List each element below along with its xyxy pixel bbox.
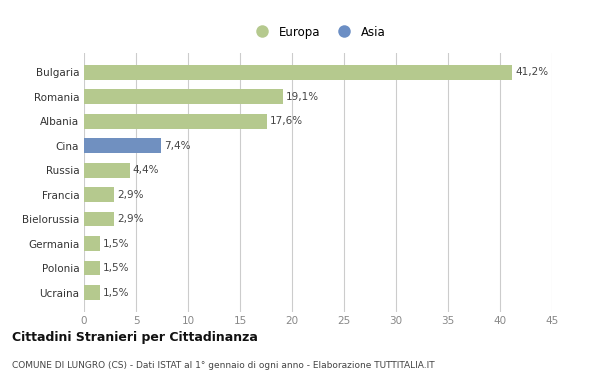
Bar: [84, 261, 100, 276]
Text: 2,9%: 2,9%: [117, 214, 144, 224]
Text: 1,5%: 1,5%: [103, 288, 129, 298]
Bar: [84, 163, 130, 177]
Text: Cittadini Stranieri per Cittadinanza: Cittadini Stranieri per Cittadinanza: [12, 331, 258, 344]
Text: 19,1%: 19,1%: [286, 92, 319, 102]
Text: 4,4%: 4,4%: [133, 165, 160, 175]
Text: 17,6%: 17,6%: [270, 116, 303, 126]
Bar: [84, 212, 114, 226]
Text: 7,4%: 7,4%: [164, 141, 191, 151]
Text: 41,2%: 41,2%: [515, 67, 549, 77]
Bar: [84, 187, 114, 202]
Bar: [84, 114, 267, 128]
Bar: [84, 138, 161, 153]
Text: 1,5%: 1,5%: [103, 263, 129, 273]
Legend: Europa, Asia: Europa, Asia: [247, 22, 389, 42]
Bar: [84, 285, 100, 300]
Bar: [84, 65, 512, 80]
Text: 2,9%: 2,9%: [117, 190, 144, 200]
Text: 1,5%: 1,5%: [103, 239, 129, 249]
Text: COMUNE DI LUNGRO (CS) - Dati ISTAT al 1° gennaio di ogni anno - Elaborazione TUT: COMUNE DI LUNGRO (CS) - Dati ISTAT al 1°…: [12, 361, 434, 370]
Bar: [84, 89, 283, 104]
Bar: [84, 236, 100, 251]
